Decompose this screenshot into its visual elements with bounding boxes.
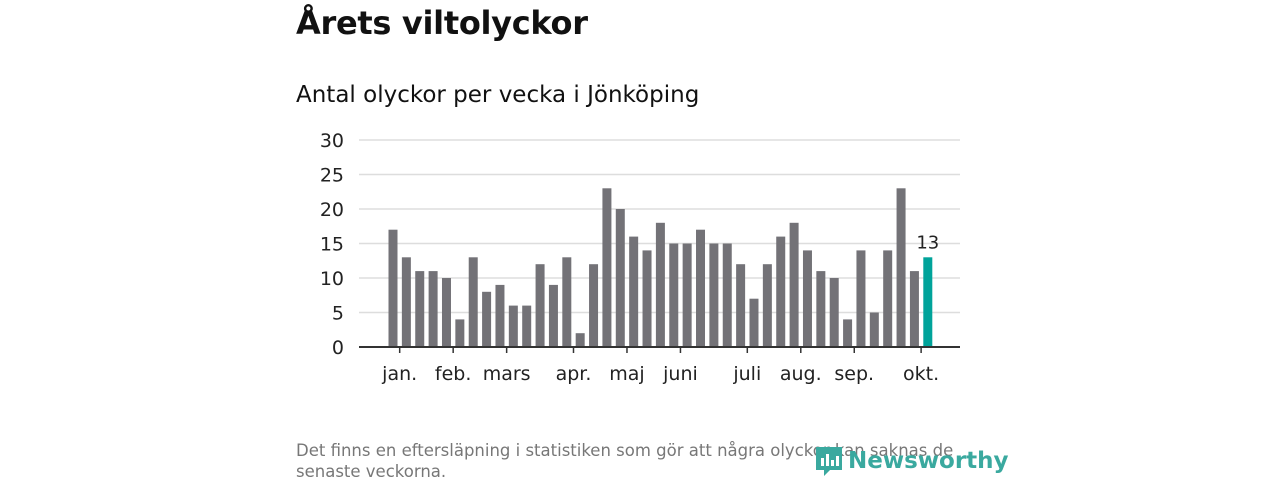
y-axis-ticks: 0 5 10 15 20 25 30 xyxy=(320,130,344,359)
bar xyxy=(415,271,425,347)
y-tick-label: 30 xyxy=(320,130,344,152)
x-tick-label: jan. xyxy=(381,363,417,385)
bar xyxy=(696,229,706,347)
y-tick-label: 10 xyxy=(320,268,344,290)
bar xyxy=(909,271,919,347)
bar xyxy=(682,243,692,347)
bar xyxy=(736,264,746,347)
bar xyxy=(802,250,812,347)
bar xyxy=(388,229,398,347)
x-axis-ticks: jan. feb. mars apr. maj juni juli aug. sep. okt. xyxy=(381,347,939,385)
bar xyxy=(495,284,505,347)
bar xyxy=(629,236,639,347)
x-tick-label: maj xyxy=(609,363,644,385)
bar xyxy=(508,305,518,347)
newsworthy-logo: Newsworthy xyxy=(814,444,1009,478)
bar xyxy=(776,236,786,347)
bar xyxy=(441,278,451,347)
x-tick-label: sep. xyxy=(834,363,874,385)
y-tick-label: 0 xyxy=(332,337,344,359)
bar xyxy=(816,271,826,347)
bar xyxy=(602,188,612,347)
highlight-value-label: 13 xyxy=(916,232,939,253)
bar xyxy=(575,333,585,347)
x-tick-label: aug. xyxy=(780,363,822,385)
x-tick-label: juli xyxy=(732,363,761,385)
bar xyxy=(482,291,492,347)
bar-highlight xyxy=(923,257,933,347)
data-labels: 13 xyxy=(916,232,939,253)
bar xyxy=(869,312,879,347)
x-tick-label: mars xyxy=(483,363,531,385)
bar xyxy=(428,271,438,347)
chart-title: Årets viltolyckor xyxy=(296,4,588,42)
x-tick-label: apr. xyxy=(556,363,592,385)
footnote: Det finns en eftersläpning i statistiken… xyxy=(296,441,954,481)
bar xyxy=(655,222,665,347)
bar xyxy=(856,250,866,347)
x-tick-label: feb. xyxy=(435,363,471,385)
bar xyxy=(883,250,893,347)
bar xyxy=(548,284,558,347)
bar xyxy=(843,319,853,347)
newsworthy-logo-text: Newsworthy xyxy=(848,448,1009,474)
bar xyxy=(722,243,732,347)
bar xyxy=(522,305,532,347)
bar xyxy=(789,222,799,347)
bar xyxy=(468,257,478,347)
chart-subtitle: Antal olyckor per vecka i Jönköping xyxy=(296,82,700,108)
bar xyxy=(615,209,625,347)
bar xyxy=(642,250,652,347)
bar xyxy=(401,257,411,347)
x-tick-label: juni xyxy=(662,363,698,385)
bar-chart: 0 5 10 15 20 25 30 jan. feb. mars apr. maj juni juli… xyxy=(320,130,960,385)
bar xyxy=(589,264,599,347)
bar xyxy=(829,278,839,347)
bar xyxy=(535,264,545,347)
bar xyxy=(562,257,572,347)
bar xyxy=(455,319,465,347)
bar xyxy=(669,243,679,347)
y-tick-label: 15 xyxy=(320,234,344,256)
y-tick-label: 20 xyxy=(320,199,344,221)
bar xyxy=(896,188,906,347)
bar xyxy=(749,298,759,347)
y-tick-label: 25 xyxy=(320,165,344,187)
bar xyxy=(762,264,772,347)
x-tick-label: okt. xyxy=(903,363,939,385)
bar xyxy=(709,243,719,347)
bars xyxy=(359,188,960,348)
newsworthy-logo-icon xyxy=(816,447,842,476)
y-tick-label: 5 xyxy=(332,303,344,325)
